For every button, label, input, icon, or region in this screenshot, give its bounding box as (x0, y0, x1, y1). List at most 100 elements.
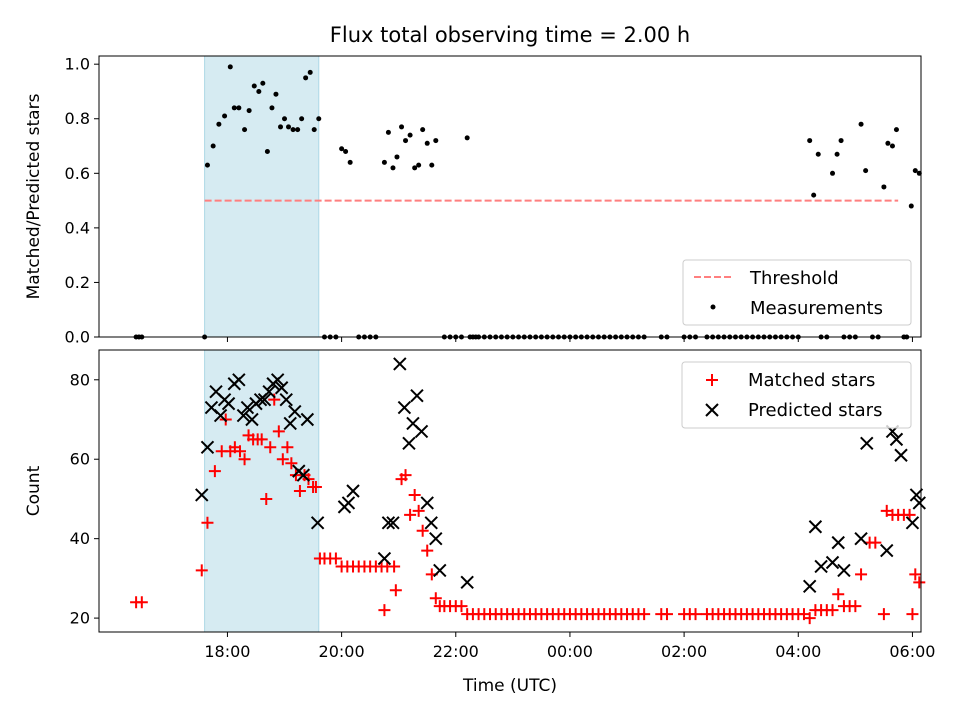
measurement-point (236, 105, 242, 111)
matched-star-point (255, 433, 268, 446)
count-plot-area (98, 349, 922, 633)
matched-star-point (276, 453, 289, 466)
matched-star-point (285, 457, 298, 470)
matched-star-point (869, 536, 882, 549)
predicted-star-point (397, 400, 412, 415)
measurement-point (246, 108, 252, 114)
x-tick-label: 06:00 (889, 642, 935, 661)
predicted-star-point (346, 484, 360, 498)
measurement-point (316, 116, 322, 122)
legend-measurements-swatch (710, 304, 716, 310)
measurement-point (242, 127, 248, 133)
matched-star-point (233, 445, 246, 458)
measurement-point (264, 148, 270, 154)
predicted-star-point (232, 373, 246, 387)
measurement-point (433, 138, 439, 144)
measurement-point (210, 143, 216, 149)
measurement-point (416, 162, 422, 168)
measurement-point (381, 159, 387, 165)
matched-star-point (388, 560, 401, 573)
x-tick-label: 00:00 (547, 642, 593, 661)
measurement-point (889, 143, 895, 149)
predicted-star-point (909, 488, 924, 502)
matched-star-point (638, 608, 651, 621)
measurement-point (311, 127, 317, 133)
matched-star-point (408, 488, 421, 501)
predicted-star-point (912, 496, 926, 510)
matched-star-point (378, 604, 391, 617)
measurement-point (881, 184, 887, 190)
predicted-star-point (221, 396, 236, 411)
matched-star-point (260, 492, 273, 505)
y-tick-label: 0.4 (65, 218, 90, 237)
predicted-star-point (429, 531, 443, 546)
x-tick-label: 20:00 (319, 642, 365, 661)
predicted-star-point (200, 440, 215, 455)
predicted-star-point (814, 559, 828, 574)
predicted-star-point (460, 575, 474, 590)
measurement-point (269, 105, 275, 111)
ratio-plot-area (98, 55, 922, 338)
predicted-star-point (410, 388, 424, 403)
predicted-star-point (837, 563, 851, 578)
matched-star-point (329, 552, 342, 565)
predicted-star-point (341, 496, 356, 510)
measurement-point (204, 162, 210, 168)
legend-measurements-label: Measurements (750, 298, 883, 319)
predicted-star-point (257, 392, 272, 407)
matched-star-point (416, 524, 429, 537)
predicted-star-point (236, 408, 251, 423)
x-tick-label: 04:00 (775, 642, 821, 661)
matched-star-point (906, 608, 919, 621)
predicted-star-point (288, 404, 302, 419)
measurement-point (307, 69, 313, 75)
y-tick-label: 20 (70, 609, 90, 628)
measurement-point (390, 165, 396, 171)
measurement-point (347, 159, 353, 165)
predicted-star-point (905, 516, 920, 530)
measurement-point (429, 162, 435, 168)
y-tick-label: 0.8 (65, 109, 90, 128)
ratio-legend: Threshold Measurements (682, 259, 912, 326)
x-tick-label: 02:00 (661, 642, 707, 661)
chart-title: Flux total observing time = 2.00 h (330, 23, 690, 47)
measurement-point (251, 83, 257, 89)
predicted-star-point (894, 448, 908, 462)
predicted-star-point (274, 381, 289, 395)
matched-star-point (803, 612, 816, 625)
predicted-star-point (240, 400, 255, 415)
predicted-star-point (270, 373, 285, 387)
measurement-point (295, 127, 301, 133)
matched-star-point (689, 608, 702, 621)
matched-star-point (826, 604, 839, 617)
predicted-star-point (296, 468, 311, 482)
predicted-star-point (414, 424, 429, 439)
measurement-point (420, 127, 426, 133)
matched-star-point (309, 481, 322, 494)
y-tick-label: 0.2 (65, 273, 90, 292)
measurement-point (885, 140, 891, 146)
predicted-star-point (283, 416, 297, 431)
y-tick-label: 40 (70, 529, 90, 548)
predicted-star-point (377, 551, 392, 566)
measurement-point (299, 116, 305, 122)
measurement-point (256, 88, 262, 94)
matched-star-point (913, 576, 926, 589)
x-tick-label: 22:00 (433, 642, 479, 661)
measurement-point (464, 135, 470, 141)
predicted-star-point (880, 543, 894, 558)
predicted-star-point (860, 436, 874, 451)
matched-star-point (429, 592, 442, 605)
matched-star-point (135, 596, 148, 609)
measurement-point (811, 192, 817, 198)
legend-predicted-label: Predicted stars (748, 400, 882, 421)
y-tick-label: 1.0 (65, 55, 90, 74)
matched-star-point (208, 465, 221, 478)
measurement-point (339, 146, 345, 152)
matched-star-point (455, 600, 468, 613)
predicted-star-point (889, 432, 904, 447)
predicted-star-point (245, 412, 259, 427)
predicted-star-point (213, 408, 228, 423)
matched-star-point (195, 564, 208, 577)
